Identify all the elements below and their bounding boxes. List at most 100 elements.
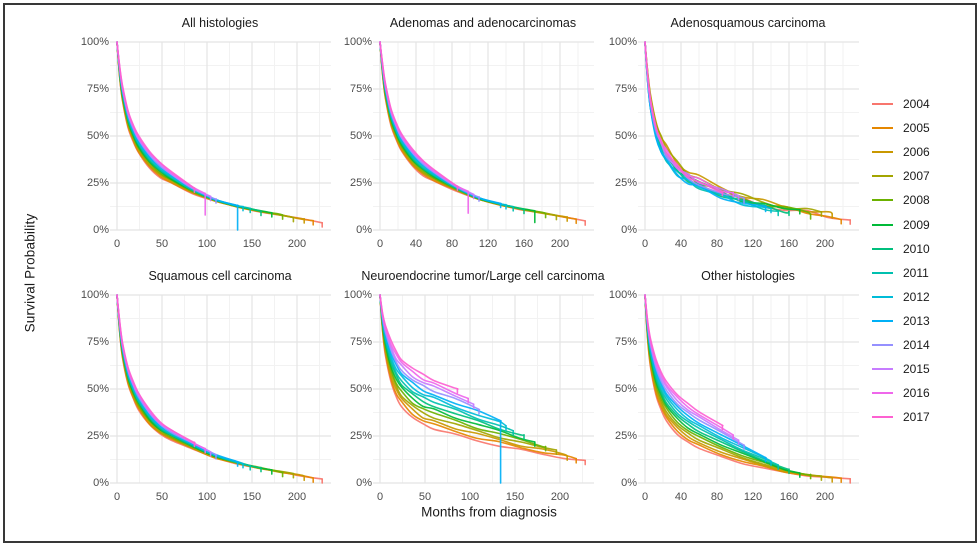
panel-plot-1 [110,41,331,231]
x-tick-label: 120 [743,491,763,503]
y-tick-label: 75% [614,336,637,348]
survival-curve-2006 [644,41,833,215]
y-tick-label: 50% [349,130,372,142]
panel-title-2: Adenomas and adenocarcinomas [389,16,577,30]
x-tick-label: 40 [409,238,423,250]
panel-title-6: Other histologies [701,269,795,283]
y-tick-label: 0% [621,224,637,236]
y-tick-label: 50% [86,130,109,142]
legend-label-2017: 2017 [903,410,930,425]
legend-label-2011: 2011 [903,265,929,280]
y-tick-label: 25% [86,430,109,442]
y-axis-title: Survival Probability [22,213,38,333]
x-tick-label: 200 [287,238,307,250]
legend-line-swatch-2005 [872,127,893,130]
y-tick-label: 25% [614,430,637,442]
survival-curve-2006 [379,294,568,457]
x-tick-label: 0 [641,491,649,503]
survival-curve-2007 [379,41,558,217]
y-tick-label: 0% [621,477,637,489]
x-tick-label: 80 [710,491,724,503]
legend-label-2008: 2008 [903,193,930,208]
legend-item-2014: 2014 [872,333,930,357]
legend-line-swatch-2015 [872,368,893,371]
legend-line-swatch-2012 [872,295,893,298]
x-tick-label: 40 [674,238,688,250]
y-tick-label: 50% [614,130,637,142]
legend-item-2009: 2009 [872,213,930,237]
survival-curve-2005 [116,41,314,222]
x-tick-label: 160 [779,491,799,503]
x-tick-label: 100 [460,491,480,503]
survival-curve-2008 [644,41,812,216]
survival-curve-2017 [116,41,196,190]
y-tick-label: 50% [614,383,637,395]
legend-item-2004: 2004 [872,92,930,116]
x-tick-label: 0 [376,238,384,250]
y-tick-label: 100% [608,289,637,301]
legend-label-2009: 2009 [903,217,930,232]
survival-curve-2007 [644,41,823,213]
x-tick-label: 200 [815,238,835,250]
panel-title-3: Adenosquamous carcinoma [670,16,826,30]
x-tick-label: 160 [514,238,534,250]
x-tick-label: 40 [674,491,688,503]
y-tick-label: 50% [349,383,372,395]
legend-label-2015: 2015 [903,362,930,377]
survival-curve-2005 [379,41,577,220]
x-tick-label: 80 [710,238,724,250]
x-tick-label: 100 [197,491,217,503]
legend-label-2016: 2016 [903,386,930,401]
x-tick-label: 120 [478,238,498,250]
x-tick-label: 150 [505,491,525,503]
y-tick-label: 100% [343,289,372,301]
legend-line-swatch-2010 [872,247,893,250]
legend-line-swatch-2014 [872,344,893,346]
panel-plot-2 [373,41,594,231]
legend-line-swatch-2009 [872,223,893,226]
x-tick-label: 200 [815,491,835,503]
panel-title-1: All histologies [181,16,259,30]
legend-item-2010: 2010 [872,237,930,261]
x-tick-label: 200 [550,238,570,250]
legend-item-2011: 2011 [872,261,929,285]
survival-curve-2012 [379,41,507,206]
x-tick-label: 0 [376,491,384,503]
panel-title-4: Squamous cell carcinoma [148,269,292,283]
x-axis-title: Months from diagnosis [421,504,557,520]
panel-plot-6 [638,294,859,484]
survival-curve-2017 [379,294,459,390]
legend-line-swatch-2008 [872,199,893,202]
survival-curve-2006 [116,294,305,477]
y-tick-label: 100% [80,289,109,301]
y-tick-label: 100% [343,36,372,48]
panel-title-5: Neuroendocrine tumor/Large cell carcinom… [361,269,605,283]
survival-curve-2004 [116,41,323,224]
legend-item-2012: 2012 [872,285,930,309]
x-tick-label: 120 [743,238,763,250]
legend-label-2006: 2006 [903,145,930,160]
legend-item-2005: 2005 [872,116,930,140]
x-tick-label: 80 [445,238,459,250]
survival-curve-2009 [379,294,536,443]
y-tick-label: 75% [86,336,109,348]
x-tick-label: 50 [155,491,169,503]
panel-plot-3 [638,41,859,231]
legend-label-2013: 2013 [903,313,930,328]
x-tick-label: 150 [242,491,262,503]
y-tick-label: 100% [608,36,637,48]
y-tick-label: 0% [356,477,372,489]
legend-line-swatch-2011 [872,271,893,274]
y-tick-label: 25% [349,430,372,442]
legend-line-swatch-2016 [872,392,893,395]
legend-label-2005: 2005 [903,121,930,136]
x-tick-label: 150 [242,238,262,250]
legend-label-2004: 2004 [903,97,930,111]
legend-item-2015: 2015 [872,357,930,381]
x-tick-label: 160 [779,238,799,250]
y-tick-label: 50% [86,383,109,395]
survival-curve-2007 [116,41,295,219]
legend-item-2007: 2007 [872,164,930,188]
y-tick-label: 75% [349,336,372,348]
